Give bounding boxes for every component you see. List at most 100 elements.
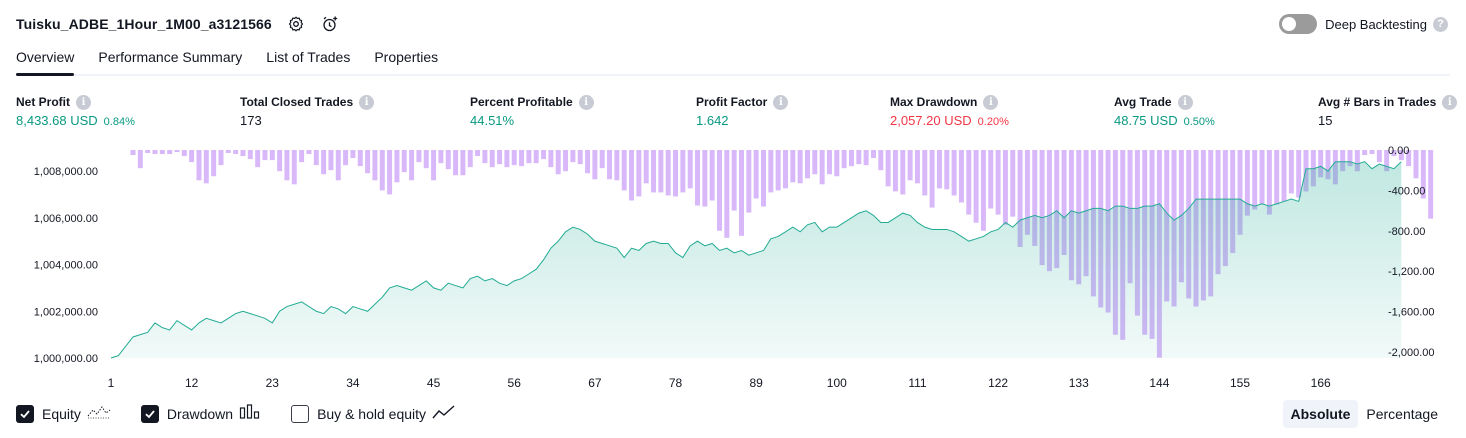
metric-profit-factor: Profit Factor i 1.642 bbox=[696, 94, 789, 128]
tab-overview[interactable]: Overview bbox=[16, 47, 75, 76]
drawdown-bar bbox=[783, 150, 788, 189]
drawdown-bar bbox=[218, 150, 224, 166]
drawdown-bar bbox=[673, 150, 679, 197]
x-axis-tick: 12 bbox=[185, 376, 199, 390]
drawdown-bar bbox=[797, 150, 803, 184]
drawdown-bar bbox=[343, 150, 349, 166]
buy-hold-checkbox[interactable] bbox=[291, 405, 310, 423]
x-axis-tick: 155 bbox=[1230, 376, 1250, 390]
drawdown-bar bbox=[489, 150, 495, 168]
drawdown-label: Drawdown bbox=[166, 406, 234, 422]
drawdown-bar bbox=[1391, 150, 1397, 157]
info-icon[interactable]: i bbox=[773, 94, 789, 110]
toggle-knob bbox=[1282, 17, 1297, 31]
legend-equity[interactable]: Equity bbox=[16, 404, 111, 425]
info-icon[interactable]: i bbox=[359, 94, 375, 110]
drawdown-bar bbox=[1406, 150, 1412, 167]
right-axis-tick: -1,600.00 bbox=[1388, 307, 1434, 319]
x-axis-tick: 78 bbox=[669, 376, 683, 390]
drawdown-bar bbox=[958, 150, 964, 203]
drawdown-bar bbox=[651, 150, 657, 193]
drawdown-bar bbox=[914, 150, 920, 184]
drawdown-bar bbox=[1347, 150, 1353, 167]
drawdown-bar bbox=[277, 150, 283, 172]
metric-label: Net Profit bbox=[16, 95, 70, 109]
metric-label: Percent Profitable bbox=[470, 95, 573, 109]
info-icon[interactable]: i bbox=[1442, 94, 1458, 110]
drawdown-bar bbox=[335, 150, 341, 181]
drawdown-bar bbox=[900, 150, 906, 195]
x-axis-tick: 56 bbox=[508, 376, 522, 390]
drawdown-bar bbox=[130, 150, 136, 156]
help-icon[interactable]: ? bbox=[1433, 16, 1448, 32]
drawdown-bar bbox=[196, 150, 202, 181]
tab-bar: Overview Performance Summary List of Tra… bbox=[16, 47, 1450, 76]
drawdown-bar bbox=[328, 150, 334, 171]
deep-backtesting-toggle[interactable] bbox=[1279, 14, 1318, 34]
metric-net-profit: Net Profit i 8,433.68 USD 0.84% bbox=[16, 94, 135, 128]
metric-label: Profit Factor bbox=[696, 95, 768, 109]
x-axis-tick: 89 bbox=[749, 376, 763, 390]
metric-total-closed-trades: Total Closed Trades i 173 bbox=[240, 94, 375, 128]
tab-properties[interactable]: Properties bbox=[374, 49, 439, 65]
info-icon[interactable]: i bbox=[578, 94, 594, 110]
settings-icon[interactable] bbox=[286, 14, 306, 34]
drawdown-bar bbox=[1237, 150, 1243, 235]
drawdown-bar bbox=[1002, 150, 1008, 225]
drawdown-bar bbox=[1413, 150, 1419, 179]
drawdown-bar bbox=[291, 150, 297, 185]
drawdown-bar bbox=[1039, 150, 1045, 266]
legend-drawdown[interactable]: Drawdown bbox=[140, 403, 261, 425]
drawdown-bar bbox=[724, 150, 730, 238]
drawdown-bar bbox=[145, 150, 151, 154]
drawdown-bar bbox=[1428, 150, 1434, 219]
x-axis: 1 12 23 34 45 56 67 78 89 100 111 122 133 144 155 166 bbox=[108, 376, 1331, 390]
drawdown-bar bbox=[497, 150, 503, 165]
drawdown-bar bbox=[526, 150, 532, 164]
legend-buy-hold[interactable]: Buy & hold equity bbox=[291, 404, 456, 425]
info-icon[interactable]: i bbox=[983, 94, 999, 110]
right-axis-tick: 0.00 bbox=[1388, 145, 1409, 157]
drawdown-bar bbox=[563, 150, 569, 172]
drawdown-bar bbox=[1398, 150, 1404, 161]
metric-percent: 0.50% bbox=[1183, 116, 1215, 128]
strategy-header: Tuisku_ADBE_1Hour_1M00_a3121566 bbox=[16, 12, 340, 36]
drawdown-bar bbox=[1252, 150, 1258, 210]
drawdown-bar bbox=[233, 150, 239, 155]
drawdown-bar bbox=[313, 150, 319, 166]
tab-performance-summary[interactable]: Performance Summary bbox=[98, 49, 243, 65]
drawdown-bar bbox=[577, 150, 583, 165]
drawdown-bar bbox=[438, 150, 444, 164]
equity-drawdown-chart[interactable]: 1,000,000.00 1,002,000.00 1,004,000.00 1,00… bbox=[0, 140, 1466, 392]
scale-toggle: Absolute Percentage bbox=[1282, 400, 1447, 428]
drawdown-bar bbox=[878, 150, 884, 171]
drawdown-bar bbox=[423, 150, 429, 169]
info-icon[interactable]: i bbox=[76, 94, 91, 110]
drawdown-bar bbox=[387, 150, 393, 195]
drawdown-checkbox[interactable] bbox=[140, 405, 159, 423]
x-axis-tick: 122 bbox=[988, 376, 1008, 390]
tab-list-of-trades[interactable]: List of Trades bbox=[266, 49, 351, 65]
absolute-button[interactable]: Absolute bbox=[1282, 400, 1359, 428]
drawdown-bar bbox=[1259, 150, 1265, 205]
right-axis-tick: -400.00 bbox=[1388, 185, 1425, 197]
add-alert-icon[interactable] bbox=[320, 14, 340, 34]
equity-checkbox[interactable] bbox=[16, 405, 34, 423]
drawdown-bar bbox=[416, 150, 422, 163]
info-icon[interactable]: i bbox=[1177, 94, 1193, 110]
drawdown-bar bbox=[922, 150, 928, 196]
equity-label: Equity bbox=[42, 406, 81, 422]
drawdown-bar bbox=[907, 150, 913, 181]
drawdown-bar bbox=[804, 150, 810, 179]
percentage-button[interactable]: Percentage bbox=[1366, 406, 1438, 422]
drawdown-bar bbox=[790, 150, 796, 183]
metric-label: Total Closed Trades bbox=[240, 95, 354, 109]
drawdown-bar bbox=[658, 150, 664, 193]
drawdown-bar bbox=[1281, 150, 1287, 202]
drawdown-bar bbox=[1340, 150, 1346, 172]
drawdown-bar bbox=[585, 150, 591, 174]
drawdown-bar bbox=[1274, 150, 1280, 205]
metric-percent: 0.84% bbox=[103, 116, 135, 128]
metric-avg-bars: Avg # Bars in Trades i 15 bbox=[1318, 94, 1458, 128]
drawdown-bar bbox=[687, 150, 693, 189]
